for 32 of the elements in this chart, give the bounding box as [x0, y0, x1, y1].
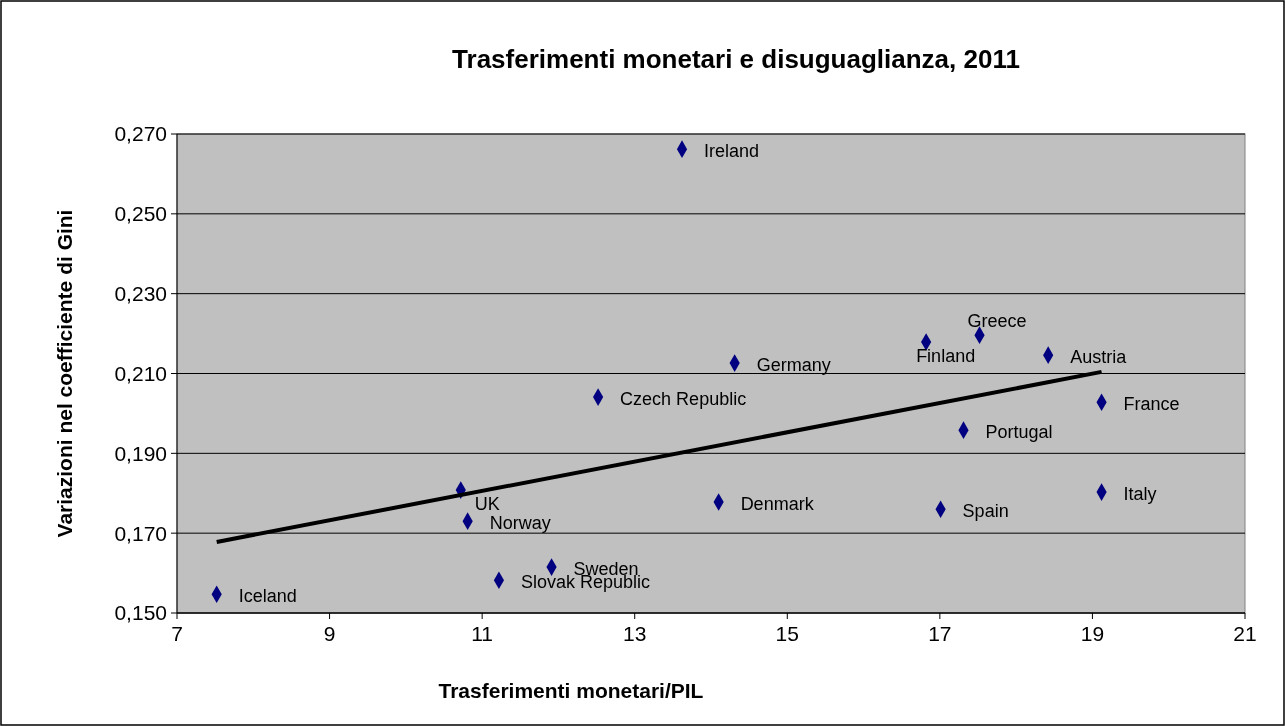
x-axis-title: Trasferimenti monetari/PIL [438, 679, 704, 702]
annotation: Denmark [740, 494, 815, 515]
annotation: Spain [962, 501, 1009, 522]
y-tick-label: 0,230 [114, 282, 167, 306]
annotation: Finland [916, 345, 976, 366]
x-tick-label: 17 [928, 622, 952, 645]
annotation: Austria [1070, 347, 1128, 368]
annotation: Germany [756, 355, 831, 376]
x-tick-label: 11 [471, 622, 494, 645]
x-tick-label: 21 [1233, 622, 1257, 645]
annotation: UK [474, 494, 500, 515]
y-tick-label: 0,210 [114, 361, 167, 385]
y-axis-title: Variazioni nel coefficiente di Gini [53, 209, 76, 538]
x-tick-label: 9 [323, 622, 336, 645]
x-tick-label: 15 [775, 622, 799, 645]
annotation: Greece [967, 311, 1027, 332]
y-tick-label: 0,270 [114, 122, 167, 146]
annotation: France [1123, 394, 1180, 415]
y-tick-label: 0,250 [114, 202, 167, 226]
x-tick-label: 13 [623, 622, 647, 645]
x-tick-label: 7 [171, 622, 183, 645]
y-tick-label: 0,170 [114, 521, 167, 545]
annotation: Iceland [238, 586, 297, 607]
annotation: Portugal [985, 422, 1053, 443]
annotation: Italy [1123, 484, 1157, 505]
chart-title: Trasferimenti monetari e disuguaglianza, 2011 [452, 44, 1020, 74]
annotation: Czech Republic [620, 389, 747, 410]
x-tick-label: 19 [1080, 622, 1105, 645]
annotation: Norway [489, 513, 551, 534]
annotation: Ireland [704, 141, 760, 162]
y-tick-label: 0,150 [114, 601, 167, 625]
y-tick-label: 0,190 [114, 441, 167, 465]
